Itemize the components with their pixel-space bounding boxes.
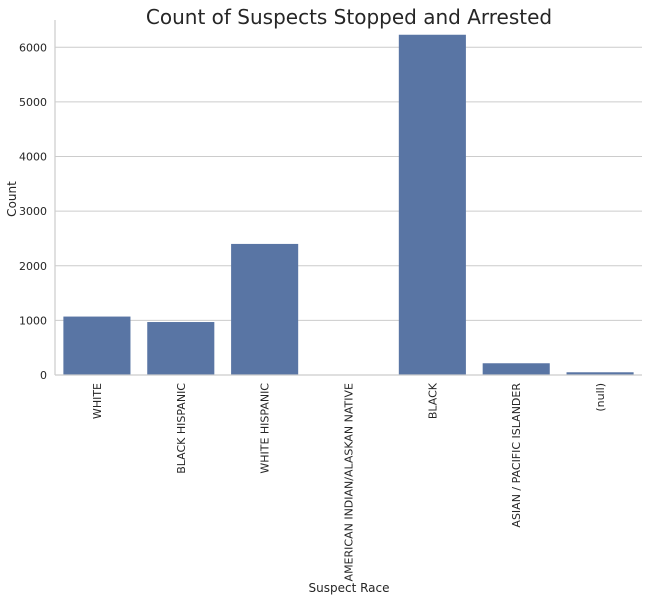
bar-black-hispanic xyxy=(147,322,215,375)
x-tick-label: WHITE xyxy=(91,383,104,419)
y-tick-label: 1000 xyxy=(19,314,47,327)
bar-null xyxy=(566,372,634,375)
y-tick-label: 6000 xyxy=(19,41,47,54)
x-tick-label: (null) xyxy=(594,383,607,412)
x-tick-label: BLACK HISPANIC xyxy=(175,383,188,474)
bars xyxy=(63,34,634,376)
bar-asian-pacific-islander xyxy=(482,363,550,375)
y-tick-label: 4000 xyxy=(19,151,47,164)
chart-title: Count of Suspects Stopped and Arrested xyxy=(146,5,552,29)
y-tick-label: 5000 xyxy=(19,96,47,109)
y-tick-label: 2000 xyxy=(19,260,47,273)
grid-lines xyxy=(55,46,642,321)
y-axis-label: Count xyxy=(5,181,19,217)
x-tick-labels: WHITE BLACK HISPANIC WHITE HISPANIC AMERICA… xyxy=(91,382,607,581)
x-tick-label: ASIAN / PACIFIC ISLANDER xyxy=(510,383,523,528)
x-axis-label: Suspect Race xyxy=(309,581,390,595)
y-tick-label: 3000 xyxy=(19,205,47,218)
x-tick-label: AMERICAN INDIAN/ALASKAN NATIVE xyxy=(343,383,356,582)
bar-white xyxy=(63,316,131,375)
bar-white-hispanic xyxy=(231,243,299,375)
x-tick-label: BLACK xyxy=(426,382,439,419)
y-tick-labels: 0 1000 2000 3000 4000 5000 6000 xyxy=(19,41,47,382)
bar-black xyxy=(398,34,466,375)
y-tick-label: 0 xyxy=(40,369,47,382)
x-tick-label: WHITE HISPANIC xyxy=(259,383,272,474)
